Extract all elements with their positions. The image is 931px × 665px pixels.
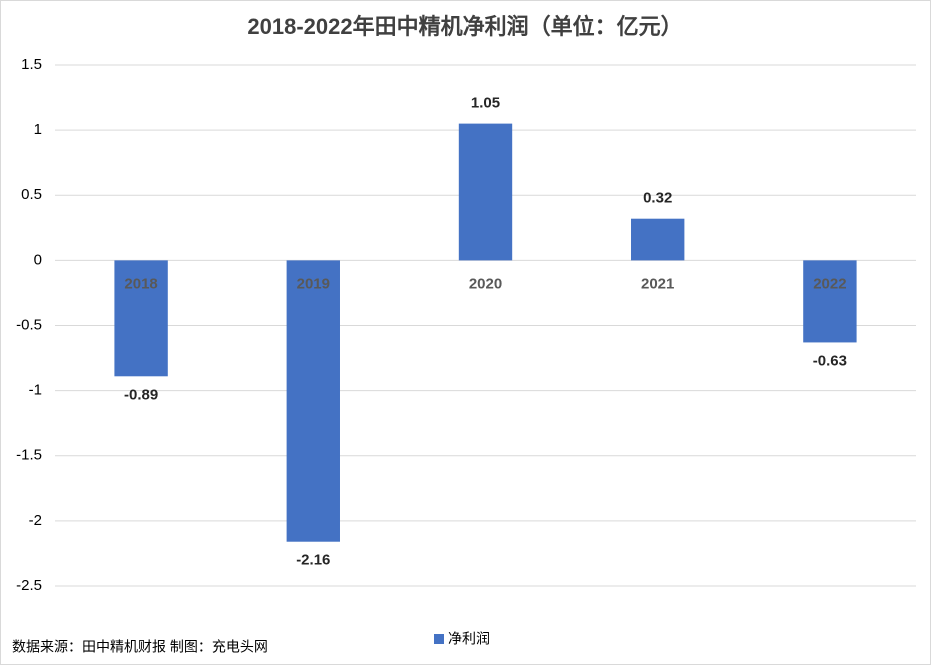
y-tick-label: -2 <box>29 512 42 529</box>
bar <box>803 260 857 343</box>
legend-label: 净利润 <box>448 631 490 647</box>
y-tick-label: 0 <box>34 251 42 268</box>
y-tick-label: 1 <box>34 121 42 138</box>
data-label: -0.63 <box>813 352 847 369</box>
y-tick-label: -2.5 <box>16 577 42 594</box>
source-note: 数据来源：田中精机财报 制图：充电头网 <box>12 639 268 655</box>
x-tick-label: 2020 <box>469 275 502 292</box>
x-tick-label: 2019 <box>297 275 330 292</box>
data-label: -0.89 <box>124 386 158 403</box>
data-label: 0.32 <box>643 190 672 207</box>
bar <box>286 260 340 542</box>
y-tick-label: -0.5 <box>16 316 42 333</box>
bar <box>458 123 513 261</box>
bar <box>631 218 685 261</box>
chart-title: 2018-2022年田中精机净利润（单位：亿元） <box>247 14 682 39</box>
y-tick-label: 1.5 <box>21 56 42 73</box>
legend-swatch <box>434 634 444 644</box>
x-tick-label: 2022 <box>813 275 846 292</box>
y-tick-label: -1.5 <box>16 447 42 464</box>
y-tick-label: -1 <box>29 382 42 399</box>
x-tick-label: 2021 <box>641 275 674 292</box>
data-label: 1.05 <box>471 95 500 112</box>
bar <box>114 260 168 377</box>
y-tick-label: 0.5 <box>21 186 42 203</box>
x-tick-label: 2018 <box>124 275 157 292</box>
data-label: -2.16 <box>296 552 330 569</box>
